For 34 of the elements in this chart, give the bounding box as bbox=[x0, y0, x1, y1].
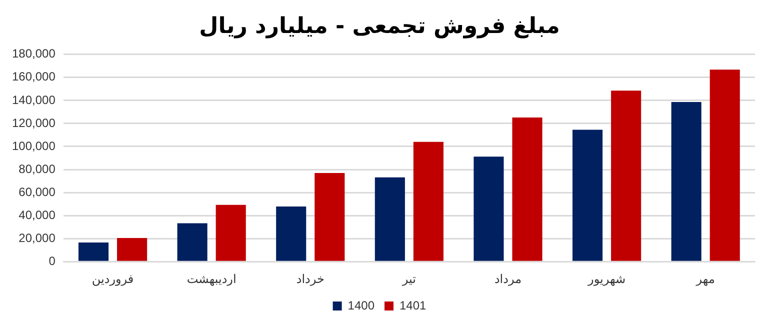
chart-title: مبلغ فروش تجمعی - میلیارد ریال bbox=[199, 14, 560, 39]
bar bbox=[512, 117, 542, 261]
bar bbox=[314, 172, 345, 261]
y-tick-label: 40,000 bbox=[18, 208, 56, 222]
bar bbox=[117, 238, 148, 261]
y-tick-label: 160,000 bbox=[12, 70, 56, 84]
legend-label: 1400 bbox=[348, 298, 375, 312]
y-tick-label: 60,000 bbox=[18, 184, 56, 199]
bar bbox=[710, 70, 740, 261]
bar bbox=[474, 156, 504, 261]
y-tick-label: 100,000 bbox=[12, 138, 56, 153]
x-tick-label: مرداد bbox=[494, 272, 522, 286]
x-tick-label: تیر bbox=[401, 272, 416, 286]
x-tick-label: فروردین bbox=[92, 272, 134, 286]
bar bbox=[413, 142, 444, 261]
y-tick-label: 0 bbox=[48, 254, 56, 268]
y-tick-label: 80,000 bbox=[18, 162, 56, 176]
bar bbox=[572, 130, 603, 261]
bar bbox=[177, 223, 208, 261]
y-tick-label: 140,000 bbox=[12, 92, 56, 107]
x-tick-label: اردیبهشت bbox=[186, 272, 236, 286]
x-tick-label: خرداد bbox=[296, 272, 324, 286]
x-tick-label: شهریور bbox=[587, 272, 626, 286]
bar bbox=[374, 177, 405, 261]
bar bbox=[78, 242, 109, 261]
bar bbox=[276, 206, 306, 261]
legend-label: 1401 bbox=[400, 298, 427, 312]
bar bbox=[611, 90, 642, 261]
y-tick-label: 120,000 bbox=[12, 116, 56, 130]
y-tick-label: 180,000 bbox=[12, 46, 56, 61]
y-tick-label: 20,000 bbox=[18, 230, 56, 245]
bar bbox=[216, 204, 246, 261]
bar bbox=[671, 102, 702, 261]
x-tick-label: مهر bbox=[695, 272, 715, 286]
